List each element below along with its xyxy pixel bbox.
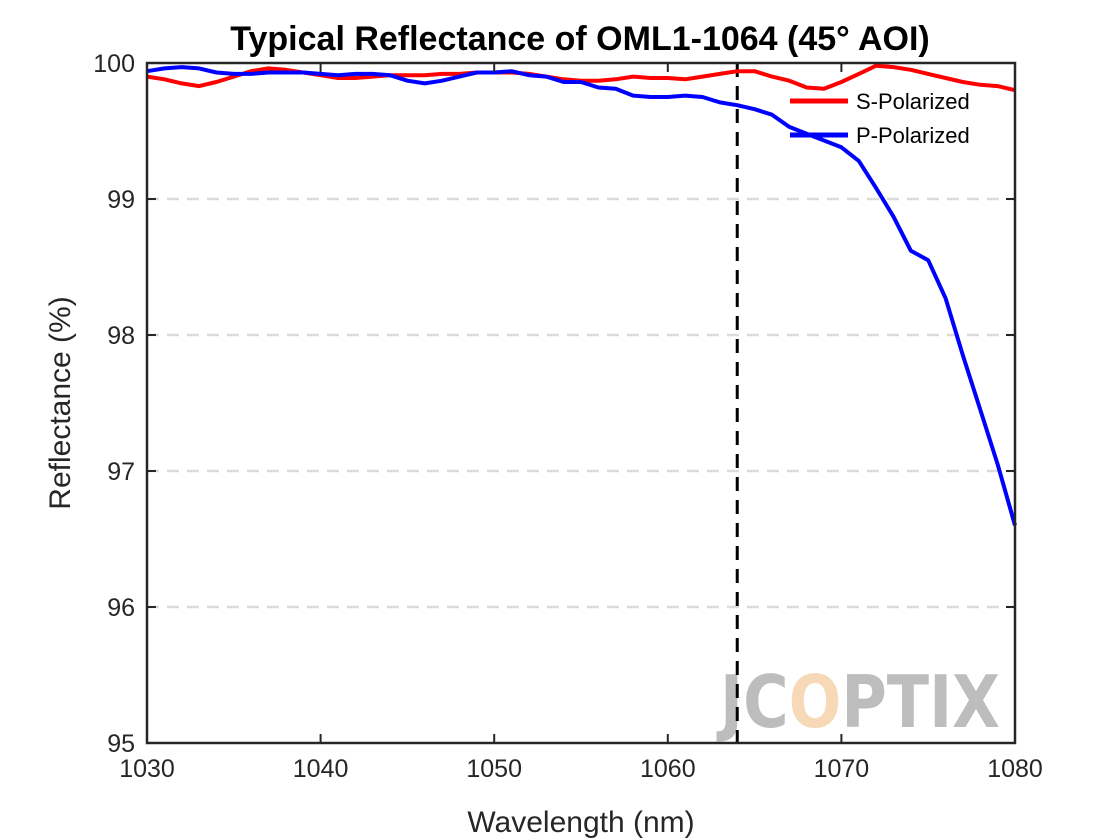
series-line-p-polarized — [146, 65, 1017, 526]
watermark-text-o: O — [789, 660, 842, 744]
jcoptix-watermark: JCOPTIX — [716, 660, 1000, 744]
x-tick-label: 1030 — [119, 755, 175, 783]
watermark-text-right: PTIX — [841, 660, 1000, 744]
plot-area-frame — [145, 61, 1017, 745]
series-line-s-polarized — [146, 63, 1016, 93]
series-layer — [146, 63, 1017, 526]
x-tick-label: 1080 — [987, 755, 1043, 783]
watermark-text-left: JC — [716, 660, 789, 744]
y-tick-label: 97 — [107, 458, 135, 486]
y-tick-label: 99 — [107, 186, 135, 214]
legend: S-Polarized P-Polarized — [790, 89, 970, 148]
chart-title: Typical Reflectance of OML1-1064 (45° AO… — [230, 20, 929, 58]
y-tick-label: 96 — [107, 594, 135, 622]
x-tick-label: 1050 — [466, 755, 522, 783]
y-axis-label: Reflectance (%) — [44, 296, 77, 509]
axis-ticks: 1030 1040 1050 1060 1070 1080 95 96 97 98 99 100 — [93, 50, 1043, 783]
svg-text:JCOPTIX: JCOPTIX — [716, 660, 1000, 744]
y-tick-label: 100 — [93, 50, 135, 78]
x-tick-label: 1070 — [814, 755, 870, 783]
y-tick-label: 95 — [107, 730, 135, 758]
y-tick-label: 98 — [107, 322, 135, 350]
grid-lines — [147, 197, 1015, 609]
x-axis-label: Wavelength (nm) — [467, 806, 694, 839]
x-tick-label: 1040 — [293, 755, 349, 783]
legend-label-p-polarized: P-Polarized — [856, 123, 970, 148]
x-tick-label: 1060 — [640, 755, 696, 783]
legend-label-s-polarized: S-Polarized — [856, 89, 970, 114]
